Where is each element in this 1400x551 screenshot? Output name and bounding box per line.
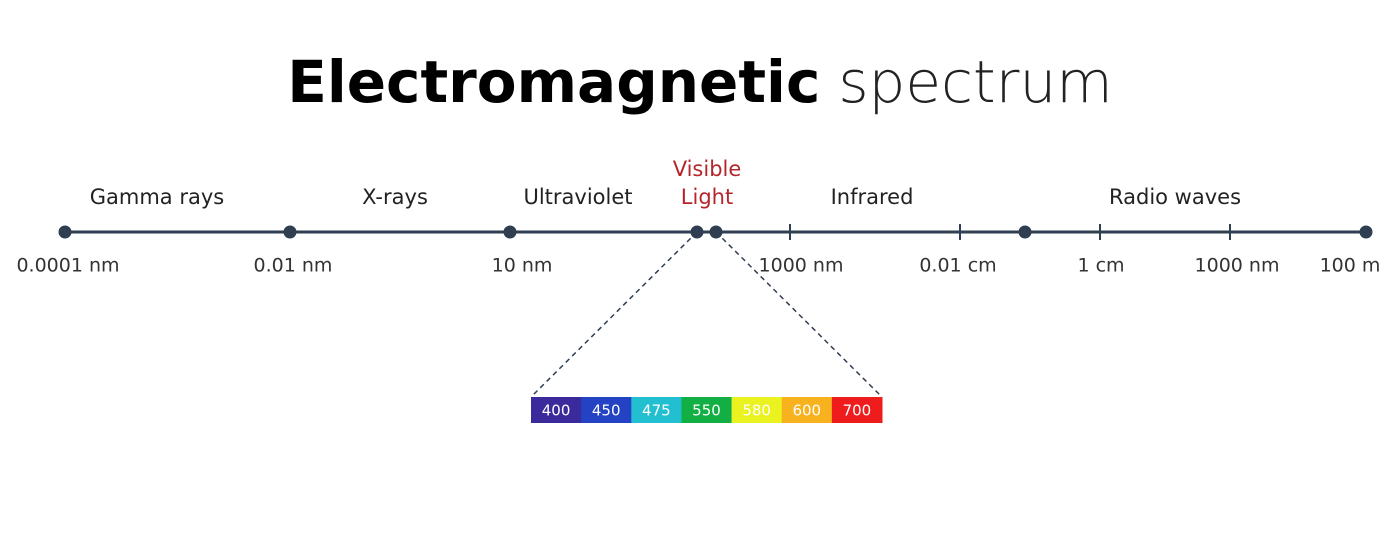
scale-label: 0.01 cm	[919, 255, 996, 277]
spectrum-cell	[831, 397, 883, 423]
band-label: Light	[681, 185, 733, 209]
spectrum-cell	[581, 397, 632, 423]
spectrum-label: 700	[843, 402, 872, 420]
spectrum-label: 550	[692, 402, 721, 420]
zoom-lines	[530, 231, 883, 398]
zoom-line	[530, 231, 698, 398]
spectrum-label: 450	[592, 402, 621, 420]
spectrum-cell	[781, 397, 833, 423]
band-label: Ultraviolet	[523, 185, 632, 209]
scale-label: 1 cm	[1077, 255, 1124, 277]
title: Electromagnetic spectrum	[287, 48, 1113, 116]
zoom-line	[715, 231, 883, 398]
dot	[503, 225, 517, 239]
band-label: X-rays	[362, 185, 428, 209]
spectrum-cell	[681, 397, 733, 423]
scale-label: 1000 nm	[759, 255, 844, 277]
spectrum-label: 600	[792, 402, 821, 420]
band-label: Visible	[673, 157, 742, 181]
band-label: Radio waves	[1109, 185, 1241, 209]
scale-label: 0.01 nm	[254, 255, 333, 277]
scale-label: 0.0001 nm	[16, 255, 119, 277]
dot	[58, 225, 72, 239]
title-light: spectrum	[838, 48, 1112, 116]
dot	[1359, 225, 1373, 239]
scale-label: 10 nm	[492, 255, 553, 277]
dot	[283, 225, 297, 239]
band-label: Infrared	[831, 185, 914, 209]
spectrum-label: 475	[642, 402, 671, 420]
scale-label: 100 m	[1320, 255, 1381, 277]
band-label: Gamma rays	[90, 185, 224, 209]
spectrum-label: 400	[542, 402, 571, 420]
spectrum-cell	[731, 397, 783, 423]
spectrum-cell	[531, 397, 582, 423]
axis-ticks	[789, 224, 1231, 240]
scale-label: 1000 nm	[1195, 255, 1280, 277]
title-bold: Electromagnetic	[287, 48, 820, 116]
dot	[1018, 225, 1032, 239]
spectrum-label: 580	[742, 402, 771, 420]
axis-dots	[58, 225, 1373, 239]
spectrum-cell	[631, 397, 682, 423]
